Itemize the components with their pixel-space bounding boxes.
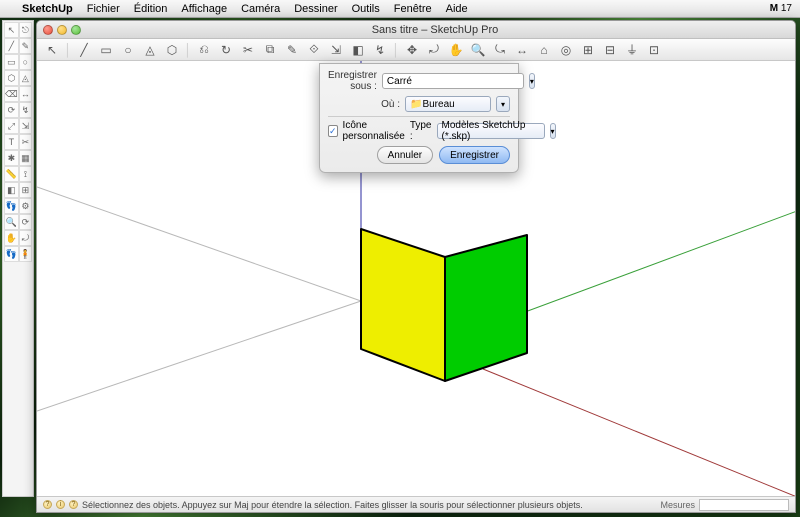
toolbar-button[interactable]: ◬: [141, 41, 159, 59]
toolbar-button[interactable]: ▭: [97, 41, 115, 59]
toolbar-button[interactable]: ○: [119, 41, 137, 59]
toolbar-button[interactable]: 🔍: [469, 41, 487, 59]
where-stepper[interactable]: ▾: [496, 96, 510, 112]
where-label: Où :: [328, 99, 400, 110]
tool-button[interactable]: T: [4, 134, 19, 150]
filename-stepper[interactable]: ▾: [529, 73, 535, 89]
type-select[interactable]: Modèles SketchUp (*.skp): [437, 123, 545, 139]
status-icon-3[interactable]: ?: [69, 500, 78, 509]
tool-button[interactable]: ⊞: [19, 182, 32, 198]
toolbar-button[interactable]: ⬡: [163, 41, 181, 59]
tool-button[interactable]: ○: [19, 54, 32, 70]
toolbar-button[interactable]: ✎: [283, 41, 301, 59]
minimize-icon[interactable]: [57, 25, 67, 35]
toolbar-button[interactable]: ⊟: [601, 41, 619, 59]
filename-input[interactable]: [382, 73, 524, 89]
tool-button[interactable]: ⟟: [19, 166, 32, 182]
tool-button[interactable]: 👣: [4, 198, 19, 214]
tool-button[interactable]: ⚙: [19, 198, 32, 214]
menu-help[interactable]: Aide: [446, 3, 468, 15]
tool-button[interactable]: ✎: [19, 38, 32, 54]
window-title: Sans titre – SketchUp Pro: [81, 24, 789, 36]
tool-button[interactable]: 🔍: [4, 214, 19, 230]
toolbar-button[interactable]: ⤿: [491, 41, 509, 59]
where-select[interactable]: 📁 Bureau: [405, 96, 491, 112]
toolbar-button[interactable]: ↖: [43, 41, 61, 59]
custom-icon-label: Icône personnalisée: [343, 120, 405, 142]
app-menu[interactable]: SketchUp: [22, 3, 73, 15]
tool-button[interactable]: ⇲: [19, 118, 32, 134]
menu-tools[interactable]: Outils: [352, 3, 380, 15]
statusbar: ? i ? Sélectionnez des objets. Appuyez s…: [37, 496, 795, 512]
toolbar-button[interactable]: ⊞: [579, 41, 597, 59]
type-stepper[interactable]: ▾: [550, 123, 556, 139]
viewport[interactable]: Enregistrer sous : ▾ Où : 📁 Bureau ▾ ✓ I…: [37, 61, 795, 496]
toolbar-button[interactable]: ✋: [447, 41, 465, 59]
zoom-icon[interactable]: [71, 25, 81, 35]
status-hint: Sélectionnez des objets. Appuyez sur Maj…: [82, 500, 583, 510]
toolbar-button[interactable]: ◧: [349, 41, 367, 59]
tool-button[interactable]: ✱: [4, 150, 19, 166]
tool-button[interactable]: ⤾: [19, 230, 32, 246]
measures-input[interactable]: [699, 499, 789, 511]
toolbar-button[interactable]: ↯: [371, 41, 389, 59]
menu-draw[interactable]: Dessiner: [294, 3, 337, 15]
menu-edit[interactable]: Édition: [134, 3, 168, 15]
toolbar-button[interactable]: ✥: [403, 41, 421, 59]
menu-file[interactable]: Fichier: [87, 3, 120, 15]
tool-button[interactable]: ▭: [4, 54, 19, 70]
tool-button[interactable]: ⟳: [19, 214, 32, 230]
toolbar-button[interactable]: ⊡: [645, 41, 663, 59]
save-as-label: Enregistrer sous :: [328, 70, 377, 92]
tool-button[interactable]: ⤢: [4, 118, 19, 134]
tool-button[interactable]: ⌫: [4, 86, 19, 102]
save-button[interactable]: Enregistrer: [439, 146, 510, 164]
tool-button[interactable]: ↖: [4, 22, 19, 38]
tool-button[interactable]: ◬: [19, 70, 32, 86]
toolbar-button[interactable]: ◎: [557, 41, 575, 59]
toolbar-button[interactable]: ⎌: [195, 41, 213, 59]
tool-button[interactable]: ⬡: [4, 70, 19, 86]
tool-button[interactable]: ╱: [4, 38, 19, 54]
titlebar[interactable]: Sans titre – SketchUp Pro: [37, 21, 795, 39]
tool-button[interactable]: ✂: [19, 134, 32, 150]
main-window: Sans titre – SketchUp Pro ↖│╱▭○◬⬡│⎌↻✂⧉✎⟐…: [36, 20, 796, 513]
close-icon[interactable]: [43, 25, 53, 35]
toolbar-button[interactable]: ↔: [513, 41, 531, 59]
tool-button[interactable]: ⟳: [4, 102, 19, 118]
toolbar-button[interactable]: ⧉: [261, 41, 279, 59]
measures-label: Mesures: [660, 500, 695, 510]
menu-view[interactable]: Affichage: [181, 3, 227, 15]
custom-icon-checkbox[interactable]: ✓: [328, 125, 338, 137]
window-controls: [43, 25, 81, 35]
toolbar-button[interactable]: ⤾: [425, 41, 443, 59]
toolbar-button[interactable]: ⇲: [327, 41, 345, 59]
main-toolbar: ↖│╱▭○◬⬡│⎌↻✂⧉✎⟐⇲◧↯│✥⤾✋🔍⤿↔⌂◎⊞⊟⏚⊡: [37, 39, 795, 61]
menu-camera[interactable]: Caméra: [241, 3, 280, 15]
toolbar-button[interactable]: ↻: [217, 41, 235, 59]
left-toolbox: ↖⎋╱✎▭○⬡◬⌫↔⟳↯⤢⇲T✂✱▦📏⟟◧⊞👣⚙🔍⟳✋⤾👣🧍: [2, 20, 34, 497]
tool-button[interactable]: ⎋: [19, 22, 32, 38]
menubar: SketchUp Fichier Édition Affichage Camér…: [0, 0, 800, 18]
tool-button[interactable]: ▦: [19, 150, 32, 166]
toolbar-button[interactable]: ⏚: [623, 41, 641, 59]
cancel-button[interactable]: Annuler: [377, 146, 433, 164]
tool-button[interactable]: 👣: [4, 246, 19, 262]
toolbar-button[interactable]: ╱: [75, 41, 93, 59]
toolbar-button[interactable]: ⌂: [535, 41, 553, 59]
toolbar-button[interactable]: ✂: [239, 41, 257, 59]
menu-window[interactable]: Fenêtre: [394, 3, 432, 15]
tool-button[interactable]: 🧍: [19, 246, 32, 262]
tool-button[interactable]: ✋: [4, 230, 19, 246]
tool-button[interactable]: ↔: [19, 86, 32, 102]
save-dialog: Enregistrer sous : ▾ Où : 📁 Bureau ▾ ✓ I…: [319, 63, 519, 173]
tool-button[interactable]: 📏: [4, 166, 19, 182]
type-label: Type :: [410, 120, 432, 142]
status-icon-1[interactable]: ?: [43, 500, 52, 509]
menubar-right-indicator: M 17: [770, 3, 792, 14]
status-icon-2[interactable]: i: [56, 500, 65, 509]
toolbar-button[interactable]: ⟐: [305, 41, 323, 59]
tool-button[interactable]: ◧: [4, 182, 19, 198]
tool-button[interactable]: ↯: [19, 102, 32, 118]
